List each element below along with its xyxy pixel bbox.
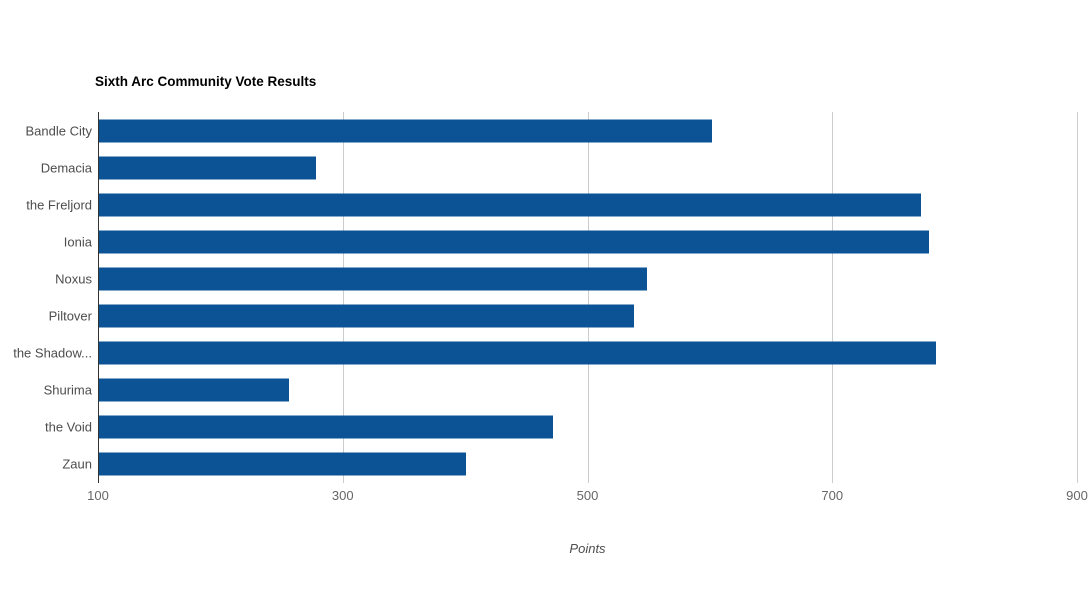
x-axis-tick-labels: 100 300 500 700 900 — [87, 488, 1088, 506]
category-label: the Shadow... — [13, 345, 92, 361]
bar-row: Zaun — [62, 446, 1077, 483]
bar — [99, 452, 467, 476]
bar — [99, 119, 713, 143]
x-axis-title: Points — [569, 541, 606, 556]
bar-row: Demacia — [41, 149, 1077, 186]
x-tick-label: 900 — [1066, 488, 1088, 503]
bar-row: the Shadow... — [13, 335, 1077, 372]
category-label: Ionia — [63, 234, 92, 250]
bar-row: Shurima — [44, 372, 1077, 409]
bar-row: Bandle City — [26, 112, 1077, 149]
bar-rows: Bandle City Demacia the Freljord Ionia Noxus… — [13, 112, 1077, 483]
category-label: Zaun — [62, 456, 92, 472]
x-tick-label: 500 — [576, 488, 599, 503]
bar-row: the Void — [45, 409, 1077, 446]
bar — [99, 415, 553, 439]
bar — [99, 341, 937, 365]
category-label: Shurima — [43, 382, 92, 398]
chart-title: Sixth Arc Community Vote Results — [95, 74, 317, 89]
plot-area: Bandle City Demacia the Freljord Ionia Noxus… — [13, 112, 1078, 483]
bar — [99, 193, 922, 217]
category-label: Noxus — [55, 271, 92, 287]
category-label: Piltover — [48, 308, 92, 324]
bar — [99, 267, 648, 291]
y-axis-line — [98, 112, 99, 483]
gridline-900 — [1077, 112, 1078, 483]
x-tick-label: 300 — [331, 488, 354, 503]
bar — [99, 304, 634, 328]
gridline-700 — [832, 112, 834, 483]
bar-row: Noxus — [55, 260, 1077, 297]
category-label: Demacia — [40, 160, 92, 176]
bar-row: Piltover — [49, 297, 1077, 334]
category-label: the Void — [45, 419, 92, 435]
x-tick-label: 100 — [87, 488, 109, 503]
bar — [99, 156, 316, 180]
category-label: Bandle City — [25, 123, 92, 139]
gridline-300 — [342, 112, 344, 483]
x-tick-label: 700 — [821, 488, 844, 503]
gridline-500 — [587, 112, 589, 483]
bar — [99, 378, 289, 402]
bar — [99, 230, 929, 254]
bar-row: the Freljord — [26, 186, 1077, 223]
bar-row: Ionia — [64, 223, 1077, 260]
category-label: the Freljord — [26, 197, 92, 213]
